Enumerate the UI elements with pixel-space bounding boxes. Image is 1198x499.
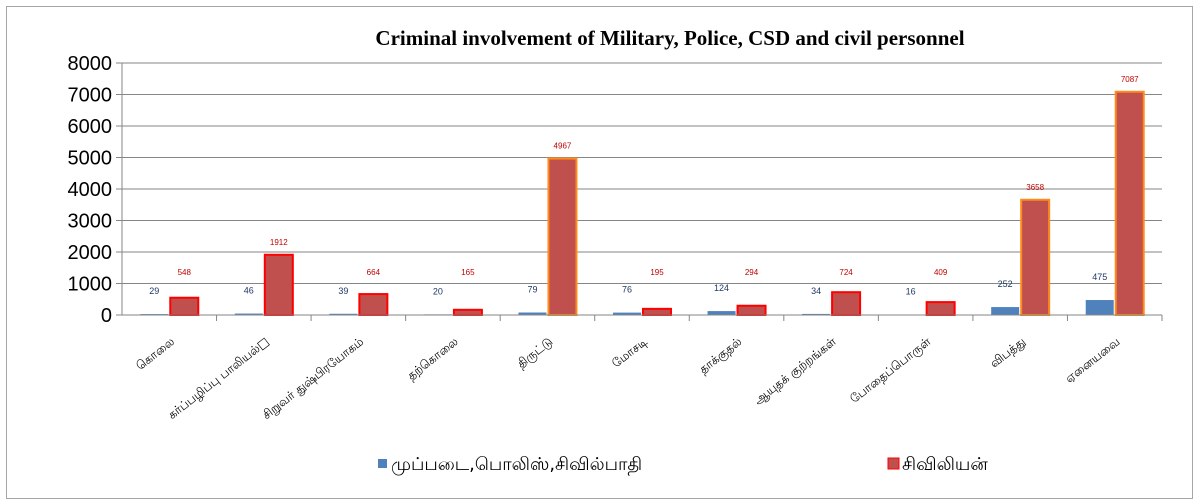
y-tick-label: 1000 xyxy=(68,274,113,296)
data-label-series-1: 20 xyxy=(433,286,443,296)
data-label-series-1: 16 xyxy=(906,286,916,296)
legend-swatch-series-2 xyxy=(887,457,900,470)
y-tick-label: 5000 xyxy=(68,148,113,170)
bar-series-2 xyxy=(263,253,294,317)
data-label-series-2: 7087 xyxy=(1121,75,1139,84)
y-tick-label: 0 xyxy=(101,305,112,327)
bar-series-1 xyxy=(991,307,1020,315)
data-label-series-1: 34 xyxy=(811,286,821,296)
bar-series-1 xyxy=(613,312,641,315)
bar-series-2 xyxy=(452,308,483,316)
bar-series-2 xyxy=(547,157,578,316)
legend: முப்படை,பொலிஸ்,சிவில்பாதி சிவிலியன் xyxy=(378,454,988,476)
bars xyxy=(140,90,1145,317)
bar-series-2 xyxy=(169,296,200,317)
bar-series-1 xyxy=(1085,300,1114,315)
bar-series-1 xyxy=(802,313,831,315)
data-label-series-1: 39 xyxy=(338,286,348,296)
data-label-series-1: 475 xyxy=(1092,272,1107,282)
y-tick-label: 6000 xyxy=(68,116,113,138)
data-label-series-2: 195 xyxy=(650,268,664,277)
bar-series-2 xyxy=(1020,198,1051,316)
bar-series-1 xyxy=(518,312,547,315)
data-label-series-1: 29 xyxy=(149,286,159,296)
bar-series-2 xyxy=(358,293,389,317)
data-label-series-1: 252 xyxy=(998,279,1013,289)
data-label-series-2: 165 xyxy=(461,268,475,277)
data-label-series-1: 124 xyxy=(714,283,729,293)
data-label-series-2: 3658 xyxy=(1026,183,1044,192)
bar-series-1 xyxy=(329,313,358,315)
y-tick-label: 4000 xyxy=(68,179,113,201)
y-tick-label: 8000 xyxy=(68,53,113,75)
data-labels: 29 548 46 1912 39 664 20 165 79 4967 76 195 124 294 34… xyxy=(149,75,1139,297)
data-label-series-1: 76 xyxy=(622,285,632,295)
legend-label-series-1: முப்படை,பொலிஸ்,சிவில்பாதி xyxy=(391,454,642,476)
bar-series-1 xyxy=(234,313,263,315)
y-tick-label: 7000 xyxy=(68,85,113,107)
bar-series-2 xyxy=(1114,90,1145,316)
data-label-series-1: 46 xyxy=(244,286,254,296)
chart-title: Criminal involvement of Military, Police… xyxy=(375,26,964,50)
bar-series-2 xyxy=(925,301,956,316)
data-label-series-2: 1912 xyxy=(270,238,288,247)
y-axis: 0 1000 2000 3000 4000 5000 6000 7000 8000 xyxy=(68,53,123,327)
data-label-series-2: 548 xyxy=(178,268,192,277)
bar-series-2 xyxy=(642,307,672,317)
data-label-series-2: 409 xyxy=(934,268,948,277)
data-label-series-2: 664 xyxy=(367,268,381,277)
data-label-series-1: 79 xyxy=(527,285,537,295)
data-label-series-2: 4967 xyxy=(554,142,572,151)
data-label-series-2: 724 xyxy=(839,268,853,277)
y-tick-label: 2000 xyxy=(68,242,113,264)
bar-series-2 xyxy=(831,291,862,316)
bar-series-1 xyxy=(707,311,736,315)
legend-swatch-series-1 xyxy=(378,459,387,468)
bar-series-2 xyxy=(736,304,767,317)
data-label-series-2: 294 xyxy=(745,268,759,277)
legend-label-series-2: சிவிலியன் xyxy=(902,454,988,475)
y-tick-label: 3000 xyxy=(68,211,113,233)
